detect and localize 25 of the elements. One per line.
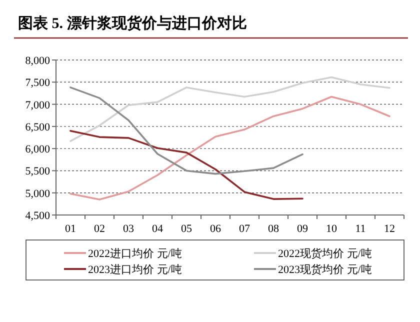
y-tick-label: 7,000 bbox=[25, 99, 50, 112]
legend-label: 2023现货均价 元/吨 bbox=[278, 263, 372, 276]
x-tick-label: 04 bbox=[152, 223, 164, 235]
y-tick-label: 8,000 bbox=[25, 55, 50, 67]
x-tick-label: 06 bbox=[210, 223, 222, 235]
x-tick-label: 08 bbox=[268, 223, 280, 235]
x-tick-label: 02 bbox=[94, 223, 105, 235]
x-tick-label: 10 bbox=[326, 223, 338, 235]
y-tick-label: 7,500 bbox=[25, 77, 50, 90]
legend-label: 2022现货均价 元/吨 bbox=[278, 247, 372, 260]
legend-label: 2022进口均价 元/吨 bbox=[88, 247, 182, 260]
x-tick-label: 12 bbox=[384, 223, 395, 235]
x-tick-label: 11 bbox=[355, 223, 366, 235]
chart-title: 图表 5. 漂针浆现货价与进口价对比 bbox=[18, 15, 247, 32]
y-tick-label: 5,000 bbox=[25, 188, 50, 200]
y-tick-label: 5,500 bbox=[25, 166, 50, 178]
y-tick-label: 6,000 bbox=[25, 144, 50, 156]
legend-label: 2023进口均价 元/吨 bbox=[88, 263, 182, 276]
y-tick-label: 4,500 bbox=[25, 210, 50, 222]
x-tick-label: 01 bbox=[65, 223, 76, 235]
x-tick-label: 03 bbox=[123, 223, 134, 235]
x-tick-label: 05 bbox=[181, 223, 192, 235]
x-tick-label: 07 bbox=[239, 223, 250, 235]
x-tick-label: 09 bbox=[297, 223, 308, 235]
y-tick-label: 6,500 bbox=[25, 121, 50, 134]
